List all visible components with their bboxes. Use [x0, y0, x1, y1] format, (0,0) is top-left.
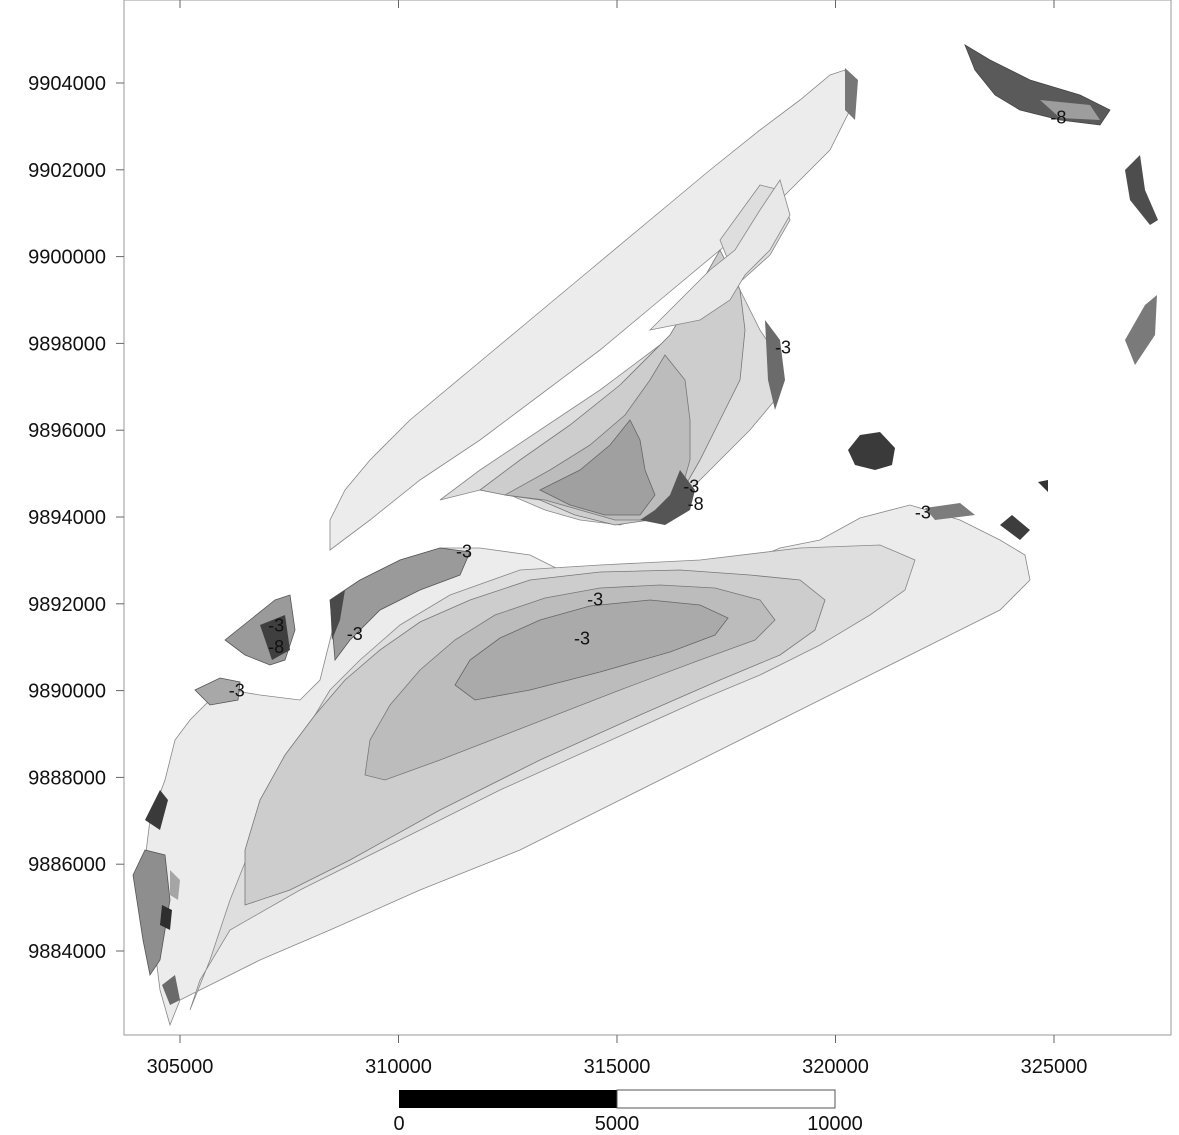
y-tick-label: 9896000 [28, 420, 106, 442]
x-tick-label: 315000 [584, 1056, 651, 1078]
contour-label: -3 [268, 616, 284, 636]
west-fringe-2-core [160, 905, 172, 930]
contour-label: -3 [574, 629, 590, 649]
east-bank-2 [1125, 295, 1157, 365]
y-axis: 9904000 9902000 9900000 9898000 9896000 98940… [28, 73, 124, 963]
north-bay-edge [640, 470, 695, 525]
scale-bar-label: 0 [393, 1113, 404, 1135]
contour-label: -3 [456, 542, 472, 562]
x-axis: 305000 310000 315000 320000 325000 [147, 0, 1088, 1078]
ne-shoal-light [1040, 100, 1100, 120]
northern-contour-region [329, 68, 858, 551]
x-tick-label: 305000 [147, 1056, 214, 1078]
west-fringe-2 [132, 849, 171, 977]
y-tick-label: 9892000 [28, 594, 106, 616]
west-islet-2 [194, 677, 241, 706]
contour-label: -3 [587, 589, 603, 609]
contour-label: -3 [915, 503, 931, 523]
north-tip-edge [845, 68, 858, 120]
y-tick-label: 9902000 [28, 160, 106, 182]
isolated-features [848, 44, 1158, 492]
scale-bar-label: 10000 [807, 1113, 863, 1135]
x-tick-label: 310000 [365, 1056, 432, 1078]
y-tick-label: 9900000 [28, 247, 106, 269]
contour-label: -3 [347, 624, 363, 644]
contour-label: -8 [1050, 108, 1066, 128]
scale-bar: 0 5000 10000 [393, 1089, 863, 1135]
contour-label: -3 [775, 338, 791, 358]
contour-label: -3 [229, 681, 245, 701]
contour-labels: -3-3-3-3-3-8-3-3-8-3-3-8 [229, 108, 1067, 701]
west-fringe-3 [170, 870, 180, 900]
x-tick-label: 320000 [802, 1056, 869, 1078]
central-rock [848, 432, 895, 470]
east-bank-1 [1125, 155, 1158, 225]
y-tick-label: 9888000 [28, 767, 106, 789]
y-tick-label: 9886000 [28, 854, 106, 876]
south-east-dark [1000, 515, 1030, 540]
south-west-dark-edge [330, 590, 345, 640]
x-tick-label: 325000 [1021, 1056, 1088, 1078]
south-east-fringe [925, 503, 975, 520]
y-tick-label: 9904000 [28, 73, 106, 95]
contour-label: -3 [683, 477, 699, 497]
east-rock [1038, 480, 1048, 492]
west-fringe-1 [145, 790, 168, 830]
west-islet-1-core [260, 615, 290, 660]
south-zone-darker [454, 599, 729, 701]
contour-label: -8 [268, 637, 284, 657]
y-tick-label: 9884000 [28, 941, 106, 963]
north-inner-light [648, 179, 791, 331]
southern-contour-region [132, 503, 1031, 1027]
scale-bar-white-segment [616, 1089, 836, 1109]
scale-bar-black-segment [399, 1090, 617, 1108]
y-tick-label: 9894000 [28, 507, 106, 529]
contour-label: -8 [688, 494, 704, 514]
y-tick-label: 9890000 [28, 681, 106, 703]
south-tip-dark [162, 975, 180, 1005]
y-tick-label: 9898000 [28, 333, 106, 355]
north-zone-lightest [329, 69, 851, 551]
south-west-arm-shade [329, 547, 471, 662]
scale-bar-label: 5000 [595, 1113, 640, 1135]
north-east-edge [765, 320, 785, 410]
north-zone-darker [539, 419, 656, 516]
